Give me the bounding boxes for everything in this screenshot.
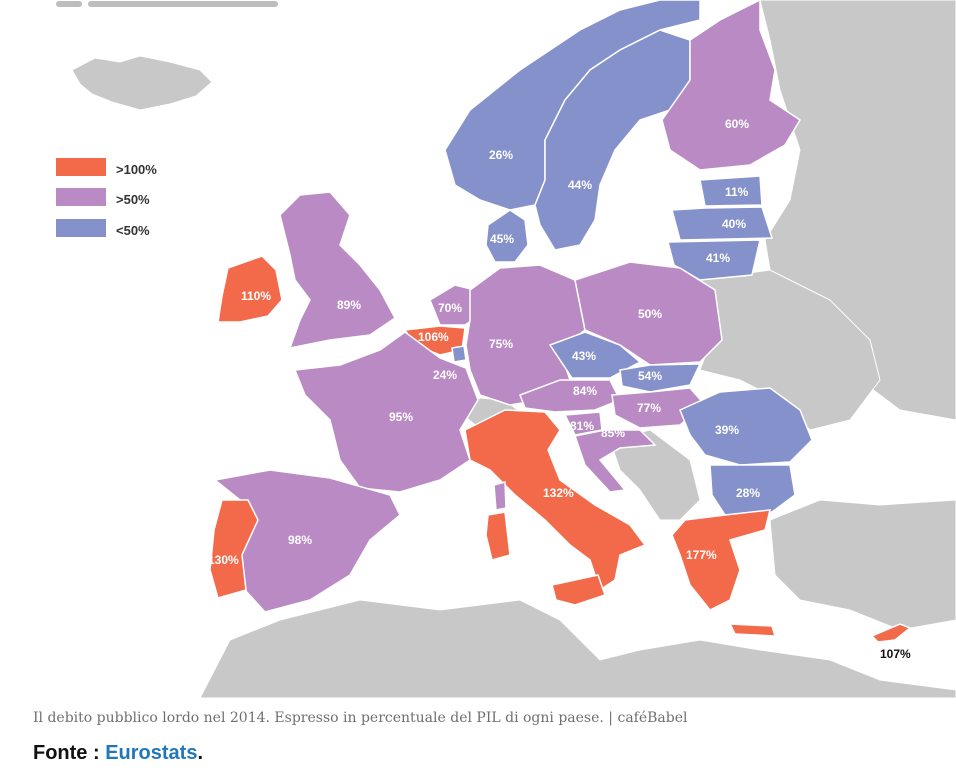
source-link[interactable]: Eurostats (105, 742, 198, 764)
label-slovenia: 81% (570, 419, 594, 433)
label-romania: 39% (715, 423, 739, 437)
label-finland: 60% (725, 117, 749, 131)
label-germany: 75% (489, 337, 513, 351)
europe-map-svg: >100% >50% <50% 26% 44% 60% 11% 40% 41% … (56, 0, 956, 698)
label-belgium: 106% (418, 330, 449, 344)
debt-map: >100% >50% <50% 26% 44% 60% 11% 40% 41% … (56, 0, 956, 698)
label-czechia: 43% (572, 349, 596, 363)
legend-swatch-high (56, 158, 106, 176)
czechia-shape (548, 331, 642, 379)
poland-shape (574, 261, 723, 366)
label-norway: 26% (489, 148, 513, 162)
label-latvia: 40% (722, 217, 746, 231)
iceland-shape (71, 55, 213, 111)
legend-label-low: <50% (116, 223, 150, 238)
label-croatia: 85% (601, 426, 625, 440)
latvia-shape (671, 206, 774, 241)
balkans-shape (609, 429, 701, 521)
label-spain: 98% (288, 533, 312, 547)
label-luxembourg: 24% (433, 368, 457, 382)
turkey-shape (769, 499, 956, 631)
label-denmark: 45% (490, 232, 514, 246)
estonia-shape (699, 175, 763, 207)
austria-shape (519, 379, 622, 413)
label-netherlands: 70% (438, 301, 462, 315)
cropped-title (56, 0, 300, 7)
uk-shape (279, 191, 396, 349)
source-suffix: . (197, 742, 204, 764)
legend: >100% >50% <50% (56, 158, 157, 238)
legend-swatch-mid (56, 188, 106, 206)
lithuania-shape (667, 239, 761, 281)
slovakia-shape (619, 363, 702, 393)
label-poland: 50% (638, 307, 662, 321)
romania-shape (679, 387, 813, 466)
source-line: Fonte : Eurostats. (33, 742, 203, 765)
label-bulgaria: 28% (736, 486, 760, 500)
label-greece: 177% (686, 548, 717, 562)
ireland-shape (217, 255, 283, 323)
sardinia-shape (485, 511, 511, 561)
italy-shape (464, 409, 647, 592)
label-estonia: 11% (725, 185, 749, 199)
label-sweden: 44% (568, 178, 592, 192)
north-africa-shape (199, 599, 956, 698)
label-hungary: 77% (637, 401, 661, 415)
crete-shape (728, 623, 777, 637)
label-portugal: 130% (208, 553, 239, 567)
cyprus-shape (870, 623, 912, 643)
label-uk: 89% (337, 298, 361, 312)
luxembourg-shape (451, 345, 467, 363)
label-italy: 132% (543, 486, 574, 500)
sicily-shape (551, 574, 606, 606)
non-eu-land (71, 0, 956, 698)
label-cyprus: 107% (880, 647, 911, 661)
member-states (209, 0, 912, 643)
value-labels: 26% 44% 60% 11% 40% 41% 45% 110% 89% 70%… (208, 117, 911, 661)
legend-label-high: >100% (116, 162, 157, 177)
label-slovakia: 54% (638, 369, 662, 383)
finland-shape (661, 0, 802, 171)
label-france: 95% (389, 410, 413, 424)
label-ireland: 110% (241, 289, 271, 303)
ukraine-shape (699, 269, 881, 431)
corsica-shape (493, 481, 507, 511)
legend-swatch-low (56, 219, 106, 237)
sweden-shape (534, 29, 691, 251)
portugal-shape (209, 499, 259, 599)
bulgaria-shape (709, 464, 796, 516)
croatia-shape (574, 429, 657, 493)
legend-label-mid: >50% (116, 192, 150, 207)
label-lithuania: 41% (706, 251, 730, 265)
france-shape (293, 331, 479, 493)
map-caption: Il debito pubblico lordo nel 2014. Espre… (33, 710, 688, 726)
source-prefix: Fonte : (33, 742, 106, 764)
greece-shape (671, 509, 771, 611)
denmark-shape (485, 209, 529, 263)
label-austria: 84% (573, 384, 597, 398)
